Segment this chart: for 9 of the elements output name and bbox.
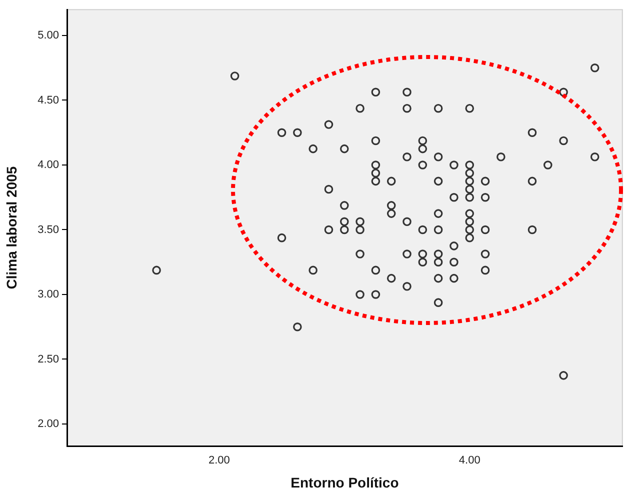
y-tick-label: 3.50: [38, 224, 59, 236]
y-tick-label: 5.00: [38, 30, 59, 42]
y-tick-label: 4.50: [38, 94, 59, 106]
y-tick-label: 3.00: [38, 288, 59, 301]
y-axis-title: Clima laboral 2005: [3, 166, 20, 290]
y-tick-label: 4.00: [38, 159, 59, 172]
y-tick-label: 2.00: [38, 418, 59, 430]
y-tick-label: 2.50: [38, 353, 59, 366]
x-axis-title: Entorno Político: [290, 474, 399, 490]
